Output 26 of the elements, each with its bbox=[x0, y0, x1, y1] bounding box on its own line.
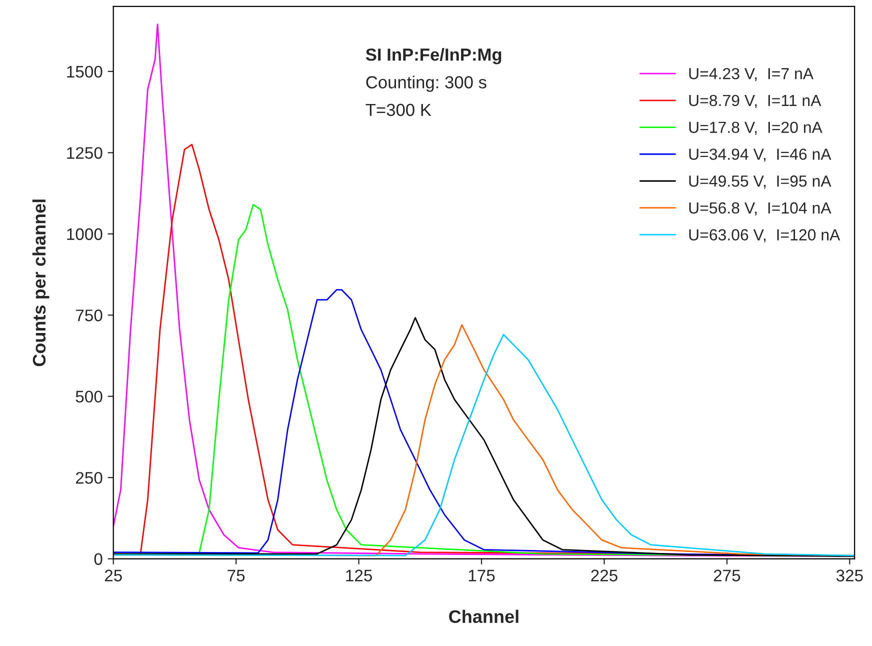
y-tick-label: 1250 bbox=[67, 147, 102, 159]
legend-label: U=4.23 V, I=7 nA bbox=[689, 68, 814, 82]
legend-label: U=56.8 V, I=104 nA bbox=[689, 202, 832, 216]
legend-label: U=49.55 V, I=95 nA bbox=[689, 175, 832, 189]
legend-label: U=34.94 V, I=46 nA bbox=[689, 148, 832, 162]
x-tick-label: 225 bbox=[591, 570, 618, 582]
x-tick-label: 175 bbox=[468, 570, 495, 582]
legend-label: U=63.06 V, I=120 nA bbox=[689, 229, 840, 242]
x-tick-label: 25 bbox=[104, 570, 122, 582]
y-tick-label: 500 bbox=[76, 390, 102, 403]
y-tick-label: 750 bbox=[76, 310, 102, 322]
x-axis-title: Channel bbox=[449, 610, 518, 624]
x-tick-label: 75 bbox=[228, 570, 245, 582]
x-tick-label: 275 bbox=[714, 570, 740, 582]
y-tick-label: 1500 bbox=[67, 66, 102, 78]
y-tick-label: 1000 bbox=[67, 228, 102, 240]
y-tick-label: 250 bbox=[76, 472, 102, 484]
annotation: T=300 K bbox=[366, 104, 432, 116]
y-tick-label: 0 bbox=[94, 553, 102, 565]
annotation: SI InP:Fe/InP:Mg bbox=[366, 48, 502, 64]
y-axis-title: Counts per channel bbox=[32, 200, 50, 366]
x-tick-label: 325 bbox=[836, 570, 863, 582]
annotation: Counting: 300 s bbox=[366, 76, 486, 92]
legend-label: U=8.79 V, I=11 nA bbox=[689, 94, 822, 108]
x-tick-label: 125 bbox=[346, 570, 372, 582]
legend-label: U=17.8 V, I=20 nA bbox=[689, 122, 822, 135]
